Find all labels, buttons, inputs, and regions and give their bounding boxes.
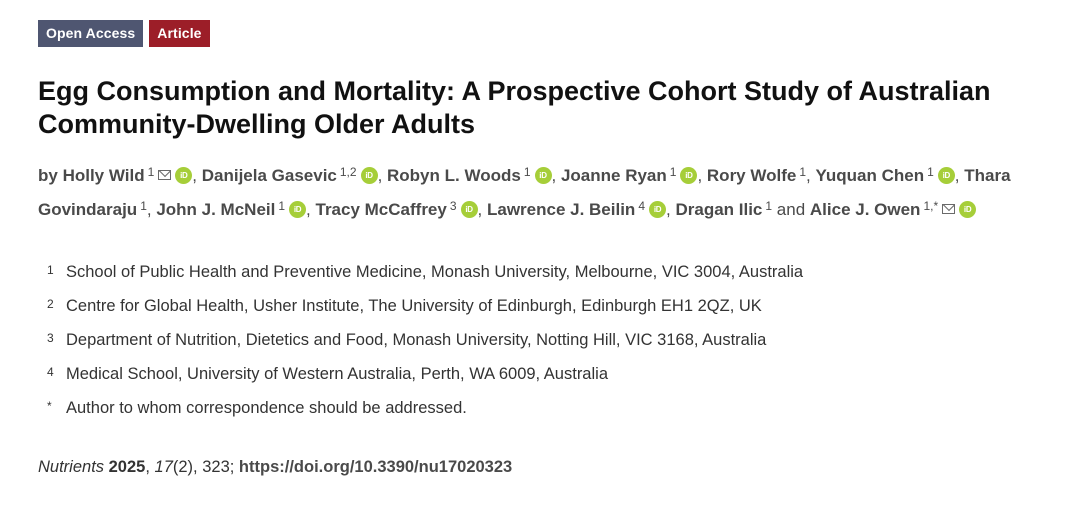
open-access-badge[interactable]: Open Access (38, 20, 144, 47)
affiliation-number: 3 (47, 331, 54, 345)
affiliation-text: Department of Nutrition, Dietetics and F… (66, 330, 767, 349)
author-affiliation-marker[interactable]: 1 (669, 165, 677, 179)
affiliation-item: 1 School of Public Health and Preventive … (38, 255, 1038, 289)
affiliation-text: Medical School, University of Western Au… (66, 364, 608, 383)
author-separator: , (697, 166, 707, 185)
author-name[interactable]: Dragan Ilic (675, 200, 763, 219)
authors-prefix: by (38, 166, 58, 185)
citation: Nutrients 2025, 17(2), 323; https://doi.… (38, 458, 1038, 477)
author-separator: , (551, 166, 561, 185)
article-type-badge[interactable]: Article (149, 20, 210, 47)
author-affiliation-marker[interactable]: 1 (523, 165, 531, 179)
affiliation-number: 2 (47, 297, 54, 311)
envelope-icon[interactable] (942, 204, 956, 214)
orcid-icon[interactable]: iD (959, 201, 977, 218)
author-separator: , (806, 166, 816, 185)
citation-volume: 17 (154, 458, 173, 476)
citation-year: 2025 (108, 458, 146, 476)
citation-journal: Nutrients (38, 458, 105, 476)
author-name[interactable]: Robyn L. Woods (387, 166, 521, 185)
author-separator: , (477, 200, 487, 219)
author-name[interactable]: Danijela Gasevic (201, 166, 337, 185)
article-title: Egg Consumption and Mortality: A Prospec… (38, 76, 991, 139)
author-affiliation-marker[interactable]: 3 (449, 199, 457, 213)
envelope-icon[interactable] (158, 170, 172, 180)
badge-row: Open Access Article (38, 20, 1038, 47)
author-separator: , (377, 166, 388, 185)
author-affiliation-marker[interactable]: 1 (278, 199, 286, 213)
orcid-icon[interactable]: iD (175, 167, 193, 184)
affiliation-list: 1 School of Public Health and Preventive … (38, 255, 1038, 425)
affiliation-item: 4 Medical School, University of Western A… (38, 357, 1038, 391)
citation-comma: , (145, 458, 155, 476)
affiliation-text: School of Public Health and Preventive M… (66, 262, 804, 281)
author-name[interactable]: Rory Wolfe (706, 166, 797, 185)
orcid-icon[interactable]: iD (937, 167, 955, 184)
citation-article-number: , 323; (193, 458, 239, 476)
author-separator: , (666, 200, 676, 219)
author-affiliation-marker[interactable]: 4 (638, 199, 646, 213)
author-affiliation-marker[interactable]: 1,2 (339, 165, 357, 179)
author-separator: , (306, 200, 316, 219)
orcid-icon[interactable]: iD (649, 201, 667, 218)
orcid-icon[interactable]: iD (289, 201, 307, 218)
affiliation-text: Centre for Global Health, Usher Institut… (66, 296, 762, 315)
affiliation-text: Author to whom correspondence should be … (66, 398, 467, 417)
affiliation-number: * (47, 399, 52, 413)
author-separator: , (192, 166, 202, 185)
orcid-icon[interactable]: iD (680, 167, 698, 184)
doi-link[interactable]: https://doi.org/10.3390/nu17020323 (238, 458, 513, 476)
author-separator: and (772, 200, 810, 219)
orcid-icon[interactable]: iD (460, 201, 478, 218)
author-name[interactable]: Alice J. Owen (809, 200, 921, 219)
author-affiliation-marker[interactable]: 1 (799, 165, 807, 179)
author-separator: , (954, 166, 965, 185)
author-list: by Holly Wild 1 iD, Danijela Gasevic 1,2 iD,… (38, 157, 1038, 225)
author-affiliation-marker[interactable]: 1 (147, 165, 155, 179)
author-affiliation-marker[interactable]: 1 (140, 199, 147, 213)
author-name[interactable]: John J. McNeil (156, 200, 276, 219)
affiliation-item: * Author to whom correspondence should be… (38, 391, 1038, 425)
affiliation-number: 4 (47, 365, 54, 379)
author-affiliation-marker[interactable]: 1,* (923, 199, 939, 213)
author-separator: , (146, 200, 157, 219)
author-affiliation-marker[interactable]: 1 (927, 165, 934, 179)
author-name[interactable]: Holly Wild (62, 166, 145, 185)
citation-issue: (2) (172, 458, 194, 476)
author-name[interactable]: Thara Govindaraju (38, 166, 1011, 219)
affiliation-item: 2 Centre for Global Health, Usher Institu… (38, 289, 1038, 323)
author-name[interactable]: Lawrence J. Beilin (486, 200, 636, 219)
affiliation-number: 1 (47, 263, 54, 277)
article-header: Open Access Article Egg Consumption and … (38, 20, 1038, 477)
author-affiliation-marker[interactable]: 1 (765, 199, 773, 213)
author-name[interactable]: Yuquan Chen (815, 166, 925, 185)
orcid-icon[interactable]: iD (534, 167, 552, 184)
author-name[interactable]: Joanne Ryan (560, 166, 667, 185)
orcid-icon[interactable]: iD (360, 167, 378, 184)
affiliation-item: 3 Department of Nutrition, Dietetics and … (38, 323, 1038, 357)
author-name[interactable]: Tracy McCaffrey (315, 200, 447, 219)
